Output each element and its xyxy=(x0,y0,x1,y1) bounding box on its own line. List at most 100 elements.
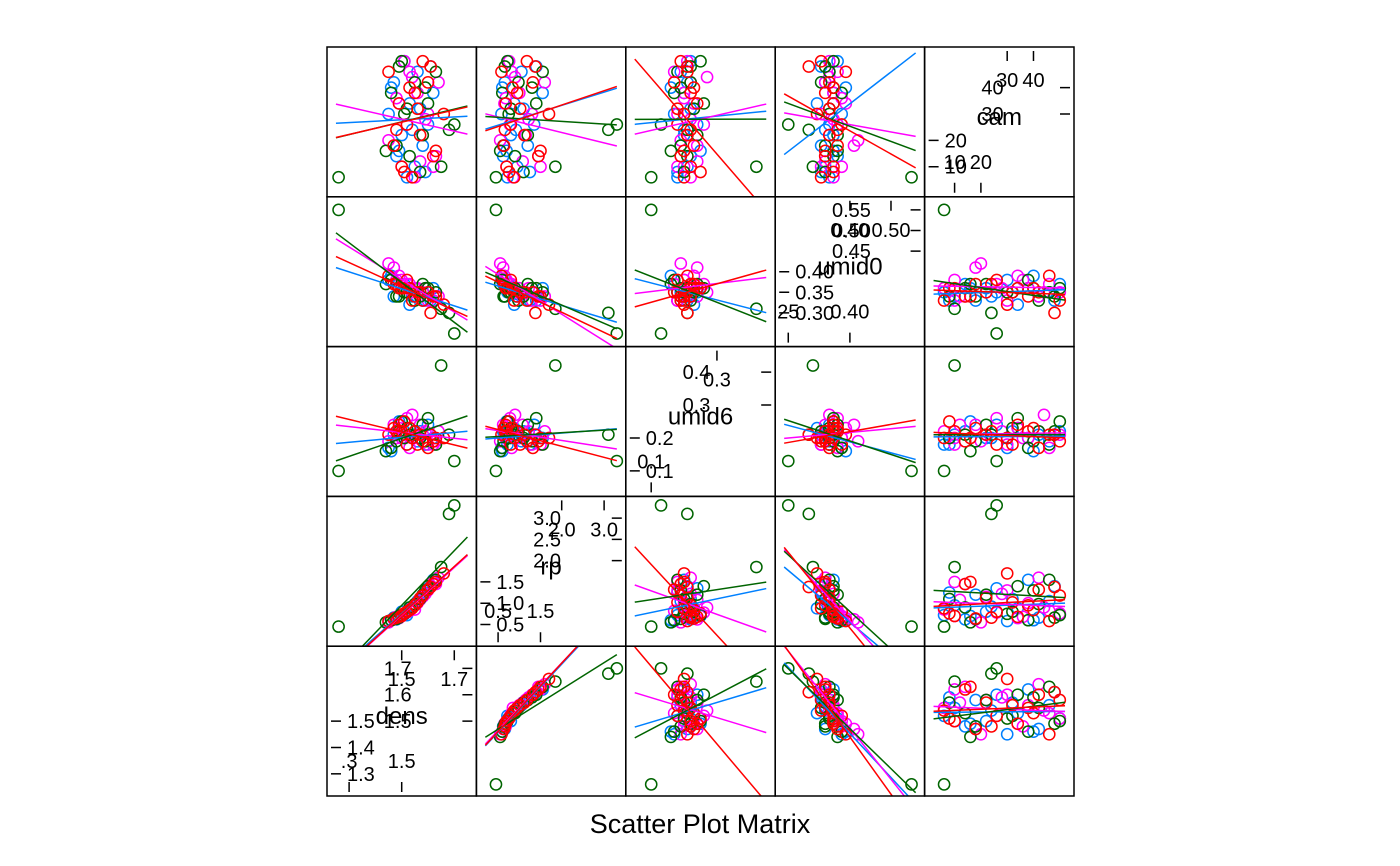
data-point xyxy=(536,86,549,100)
data-point xyxy=(498,720,512,733)
regression-line xyxy=(933,598,1066,608)
data-point xyxy=(602,306,615,320)
data-point xyxy=(513,698,527,712)
data-point xyxy=(506,81,519,94)
diagonal-label-rp: rp xyxy=(540,553,561,580)
data-point xyxy=(985,507,998,521)
panel-umid6-vs-rp xyxy=(475,345,627,498)
regression-line xyxy=(485,85,618,132)
data-point xyxy=(979,693,993,707)
tick-label: 20 xyxy=(970,152,992,174)
data-point xyxy=(942,592,956,606)
regression-line xyxy=(485,115,617,126)
data-point xyxy=(831,418,844,432)
data-point xyxy=(667,727,681,741)
data-point xyxy=(518,128,531,142)
data-point xyxy=(610,662,624,675)
data-point xyxy=(690,97,704,110)
tick-label: 0.55 xyxy=(832,200,871,222)
data-point xyxy=(548,160,562,174)
data-point xyxy=(818,86,832,100)
data-point xyxy=(964,444,977,458)
data-point xyxy=(644,778,658,791)
data-point xyxy=(694,54,707,68)
data-point xyxy=(654,327,668,340)
data-point xyxy=(823,438,836,451)
data-point xyxy=(1006,438,1019,451)
data-point xyxy=(534,160,547,174)
data-point xyxy=(969,277,982,291)
regression-line xyxy=(933,279,1066,301)
data-point xyxy=(969,612,982,625)
data-point xyxy=(671,698,684,712)
data-point xyxy=(781,118,795,131)
data-point xyxy=(1048,306,1061,320)
data-point xyxy=(602,667,615,680)
data-point xyxy=(664,615,678,629)
data-point xyxy=(529,306,542,320)
regression-line xyxy=(783,646,894,797)
data-point xyxy=(814,438,828,451)
data-point xyxy=(750,675,763,688)
regression-line xyxy=(933,601,1066,608)
tick-label: 0.30 xyxy=(795,303,834,325)
data-point xyxy=(1048,717,1061,731)
panel-cam-vs-umid6 xyxy=(625,46,776,198)
data-point xyxy=(806,160,820,174)
data-point xyxy=(1032,688,1046,702)
data-point xyxy=(411,438,424,451)
panel-rp-vs-umid6 xyxy=(625,495,776,647)
data-point xyxy=(681,269,694,283)
data-point xyxy=(332,170,345,184)
data-point xyxy=(697,97,711,110)
data-point xyxy=(1053,415,1067,428)
regression-line xyxy=(783,664,917,794)
panel-rp-vs-cam xyxy=(923,495,1075,647)
tick-label: 1.7 xyxy=(384,658,412,680)
data-point xyxy=(964,575,977,589)
panel-border xyxy=(774,46,926,198)
tick-label: 0.35 xyxy=(795,282,834,304)
data-point xyxy=(990,454,1004,468)
data-point xyxy=(1011,579,1025,593)
data-point xyxy=(1032,571,1046,585)
data-point xyxy=(979,696,993,709)
tick-label: 0.50 xyxy=(872,220,911,242)
data-point xyxy=(937,778,951,791)
data-point xyxy=(985,667,998,680)
data-point xyxy=(681,727,694,741)
data-point xyxy=(489,778,503,791)
data-point xyxy=(684,611,697,625)
data-point xyxy=(424,580,437,594)
panel-umid0-vs-cam xyxy=(923,196,1075,348)
regression-line xyxy=(933,602,1066,609)
tick-label: 0.40 xyxy=(795,262,834,284)
regression-line xyxy=(783,550,889,647)
data-point xyxy=(937,203,951,217)
data-point xyxy=(644,170,658,184)
regression-line xyxy=(783,418,916,464)
data-point xyxy=(411,86,424,100)
data-point xyxy=(392,60,406,73)
data-point xyxy=(1048,580,1061,594)
regression-line xyxy=(933,710,1066,714)
data-point xyxy=(434,560,448,574)
data-point xyxy=(1021,725,1035,738)
data-point xyxy=(529,97,543,110)
data-point xyxy=(424,60,437,73)
data-point xyxy=(697,118,711,131)
regression-line xyxy=(485,113,618,147)
data-point xyxy=(948,359,961,372)
data-point xyxy=(495,65,508,79)
data-point xyxy=(434,359,448,372)
data-point xyxy=(1042,614,1056,628)
data-point xyxy=(995,691,1009,704)
regression-line xyxy=(361,536,468,647)
panel-border xyxy=(625,46,776,198)
data-point xyxy=(937,464,951,478)
data-point xyxy=(382,107,395,121)
regression-line xyxy=(484,646,579,746)
data-point xyxy=(529,685,542,699)
tick-label: 40 xyxy=(1022,70,1044,92)
